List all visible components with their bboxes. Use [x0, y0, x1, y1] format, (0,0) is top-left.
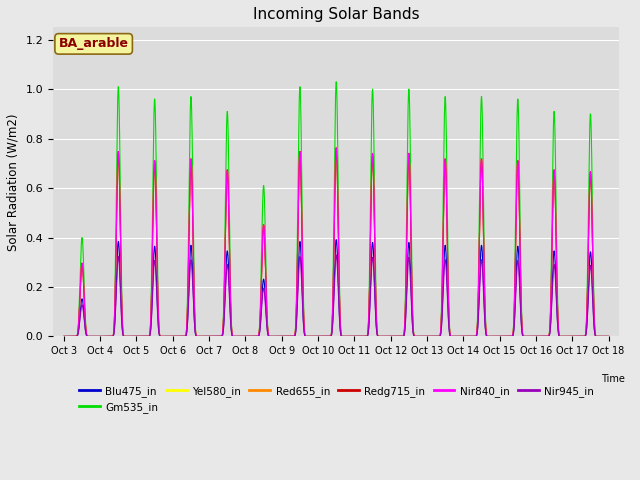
Gm535_in	[603, 334, 611, 339]
Red655_in	[489, 334, 497, 339]
Yel580_in	[60, 334, 68, 339]
Nir840_in	[171, 334, 179, 339]
Gm535_in	[332, 79, 340, 84]
Blu475_in	[60, 334, 68, 339]
Yel580_in	[171, 334, 179, 339]
Gm535_in	[412, 334, 419, 339]
Gm535_in	[177, 334, 184, 339]
Redg715_in	[412, 334, 419, 339]
Nir840_in	[603, 334, 611, 339]
Title: Incoming Solar Bands: Incoming Solar Bands	[253, 7, 420, 22]
Redg715_in	[177, 334, 184, 339]
Yel580_in	[603, 334, 611, 339]
Yel580_in	[605, 334, 612, 339]
Nir945_in	[489, 334, 497, 339]
Legend: Blu475_in, Gm535_in, Yel580_in, Red655_in, Redg715_in, Nir840_in, Nir945_in: Blu475_in, Gm535_in, Yel580_in, Red655_i…	[75, 382, 598, 417]
Red655_in	[412, 334, 419, 339]
Line: Redg715_in: Redg715_in	[64, 148, 609, 336]
Yel580_in	[412, 334, 419, 339]
Line: Blu475_in: Blu475_in	[64, 240, 609, 336]
Line: Red655_in: Red655_in	[64, 148, 609, 336]
Line: Nir945_in: Nir945_in	[64, 255, 609, 336]
Gm535_in	[171, 334, 179, 339]
Redg715_in	[489, 334, 497, 339]
Nir840_in	[264, 327, 271, 333]
Blu475_in	[412, 334, 419, 339]
Blu475_in	[489, 334, 497, 339]
Nir945_in	[605, 334, 612, 339]
Line: Nir840_in: Nir840_in	[64, 148, 609, 336]
Nir840_in	[177, 334, 184, 339]
Nir840_in	[332, 145, 340, 151]
Blu475_in	[264, 330, 271, 336]
Nir840_in	[605, 334, 612, 339]
Nir945_in	[171, 334, 179, 339]
Blu475_in	[605, 334, 612, 339]
Gm535_in	[489, 334, 497, 339]
Yel580_in	[332, 145, 340, 151]
Nir840_in	[60, 334, 68, 339]
Red655_in	[603, 334, 611, 339]
Nir945_in	[60, 334, 68, 339]
Redg715_in	[264, 327, 271, 333]
Redg715_in	[171, 334, 179, 339]
Y-axis label: Solar Radiation (W/m2): Solar Radiation (W/m2)	[7, 113, 20, 251]
Nir840_in	[412, 334, 419, 339]
Red655_in	[332, 145, 340, 151]
Red655_in	[264, 327, 271, 333]
Yel580_in	[264, 327, 271, 333]
Redg715_in	[60, 334, 68, 339]
Gm535_in	[605, 334, 612, 339]
Nir945_in	[412, 334, 419, 339]
Gm535_in	[60, 334, 68, 339]
Nir945_in	[177, 334, 184, 339]
Nir945_in	[603, 334, 611, 339]
Redg715_in	[332, 145, 340, 151]
Gm535_in	[264, 325, 271, 331]
Red655_in	[177, 334, 184, 339]
Blu475_in	[603, 334, 611, 339]
Redg715_in	[605, 334, 612, 339]
Redg715_in	[603, 334, 611, 339]
Nir945_in	[332, 252, 340, 258]
Text: BA_arable: BA_arable	[59, 37, 129, 50]
Red655_in	[171, 334, 179, 339]
Nir945_in	[264, 331, 271, 336]
Line: Gm535_in: Gm535_in	[64, 82, 609, 336]
Blu475_in	[171, 334, 179, 339]
Line: Yel580_in: Yel580_in	[64, 148, 609, 336]
Red655_in	[605, 334, 612, 339]
Red655_in	[60, 334, 68, 339]
Text: Time: Time	[602, 373, 625, 384]
Nir840_in	[489, 334, 497, 339]
Blu475_in	[177, 334, 184, 339]
Yel580_in	[489, 334, 497, 339]
Blu475_in	[332, 237, 340, 242]
Yel580_in	[177, 334, 184, 339]
